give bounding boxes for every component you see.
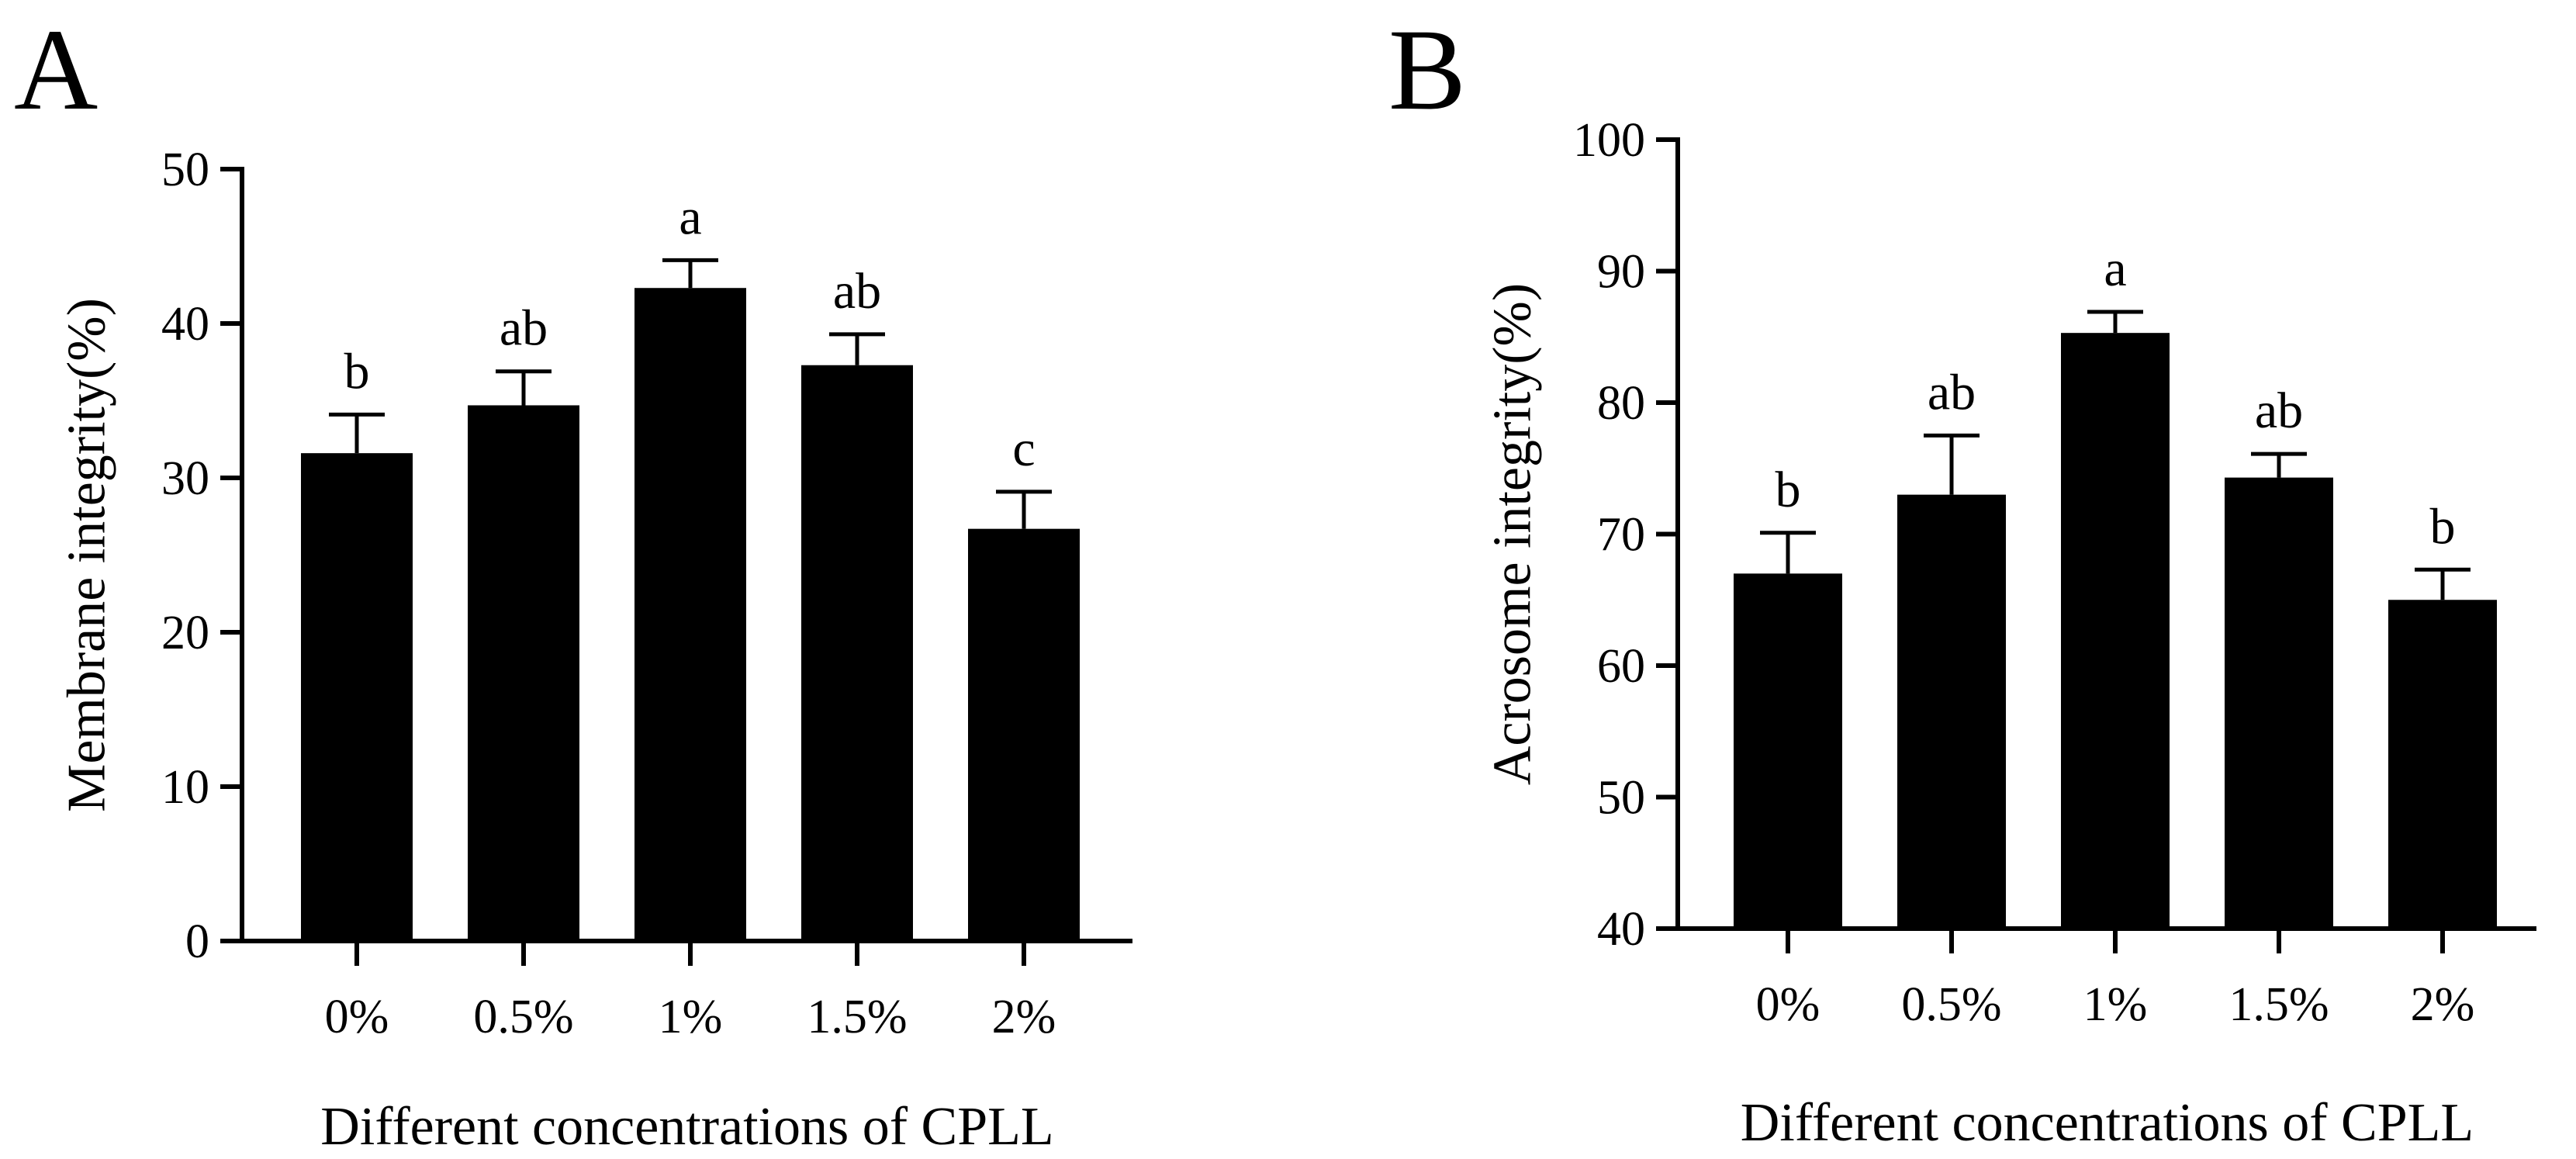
panel-b-y-tick-label: 70 xyxy=(1597,509,1645,562)
panel-b-bar xyxy=(2061,333,2170,929)
panel-a-x-tick-label: 1.5% xyxy=(807,991,907,1043)
panel-a-y-tick-label: 0 xyxy=(185,915,209,968)
panel-b-bar xyxy=(2225,477,2333,929)
panel-b-bar xyxy=(1734,573,1842,929)
panel-a-bar xyxy=(301,453,413,941)
panel-b-y-axis-title: Acrosome integrity(%) xyxy=(1483,283,1543,785)
panel-b-letter: B xyxy=(1388,5,1466,134)
panel-b-bar xyxy=(2388,600,2497,929)
panel-b-significance-label: a xyxy=(2104,240,2126,297)
panel-a-significance-label: b xyxy=(344,343,370,400)
panel-b-y-tick-label: 100 xyxy=(1573,114,1645,167)
panel-b-x-tick-label: 0% xyxy=(1756,978,1820,1031)
panel-a-y-tick-label: 10 xyxy=(161,761,209,814)
panel-b-x-tick-label: 2% xyxy=(2411,978,2475,1031)
panel-a-bar xyxy=(634,288,746,942)
panel-a-bar xyxy=(801,365,913,942)
panel-b-significance-label: ab xyxy=(1928,364,1976,420)
panel-a-x-tick-label: 1% xyxy=(659,991,723,1043)
panel-b-significance-label: b xyxy=(2430,498,2456,555)
panel-a-chart: A Membrane integrity(%) Different concen… xyxy=(14,5,1132,1157)
panel-b-y-tick-label: 60 xyxy=(1597,640,1645,693)
panel-b-y-tick-label: 40 xyxy=(1597,903,1645,956)
panel-b-x-tick-label: 1% xyxy=(2083,978,2148,1031)
panel-a-x-tick-label: 0.5% xyxy=(473,991,573,1043)
panel-b-x-tick-label: 1.5% xyxy=(2228,978,2329,1031)
panel-b-x-tick-label: 0.5% xyxy=(1901,978,2001,1031)
panel-b-significance-label: b xyxy=(1776,462,1801,518)
panel-a-y-axis-title: Membrane integrity(%) xyxy=(57,298,117,812)
panel-a-significance-label: ab xyxy=(833,263,881,320)
panel-a-significance-label: ab xyxy=(500,300,548,357)
panel-a-x-tick-label: 0% xyxy=(325,991,389,1043)
panel-b-bar xyxy=(1897,494,2006,929)
panel-b-chart: B Acrosome integrity(%) Different concen… xyxy=(1388,5,2536,1153)
panel-a-significance-label: a xyxy=(679,189,701,245)
panel-a-y-tick-label: 30 xyxy=(161,452,209,505)
panel-b-x-axis-title: Different concentrations of CPLL xyxy=(1741,1093,2474,1153)
panel-a-y-tick-label: 40 xyxy=(161,298,209,351)
panel-a-x-axis-title: Different concentrations of CPLL xyxy=(320,1097,1053,1157)
panel-a-y-tick-label: 50 xyxy=(161,144,209,196)
panel-a-x-tick-label: 2% xyxy=(992,991,1056,1043)
panel-b-y-tick-label: 90 xyxy=(1597,246,1645,299)
panel-a-bar xyxy=(968,528,1080,941)
panel-b-y-tick-label: 80 xyxy=(1597,377,1645,430)
panel-b-significance-label: ab xyxy=(2255,382,2303,439)
panel-a-significance-label: c xyxy=(1012,420,1035,477)
panel-a-y-tick-label: 20 xyxy=(161,607,209,659)
panel-a-letter: A xyxy=(14,5,98,134)
panel-a-bar xyxy=(468,405,579,941)
panel-b-y-tick-label: 50 xyxy=(1597,772,1645,825)
